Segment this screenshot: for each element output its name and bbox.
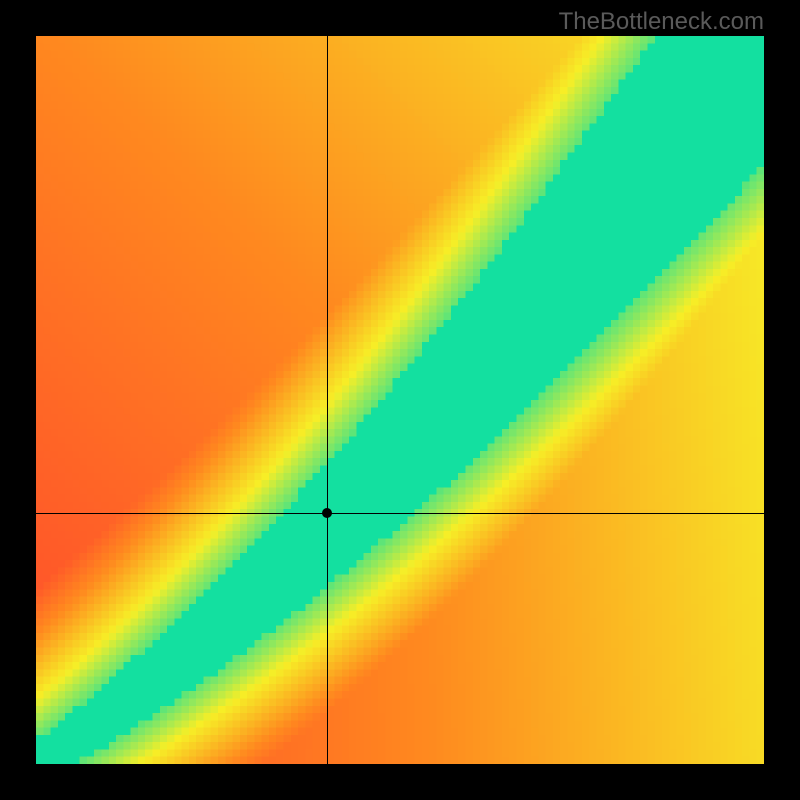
watermark-text: TheBottleneck.com xyxy=(559,8,764,36)
plot-area xyxy=(36,36,764,764)
crosshair-horizontal xyxy=(36,513,764,514)
chart-container: TheBottleneck.com xyxy=(0,0,800,800)
crosshair-vertical xyxy=(327,36,328,764)
crosshair-marker-dot xyxy=(322,508,332,518)
bottleneck-heatmap xyxy=(36,36,764,764)
